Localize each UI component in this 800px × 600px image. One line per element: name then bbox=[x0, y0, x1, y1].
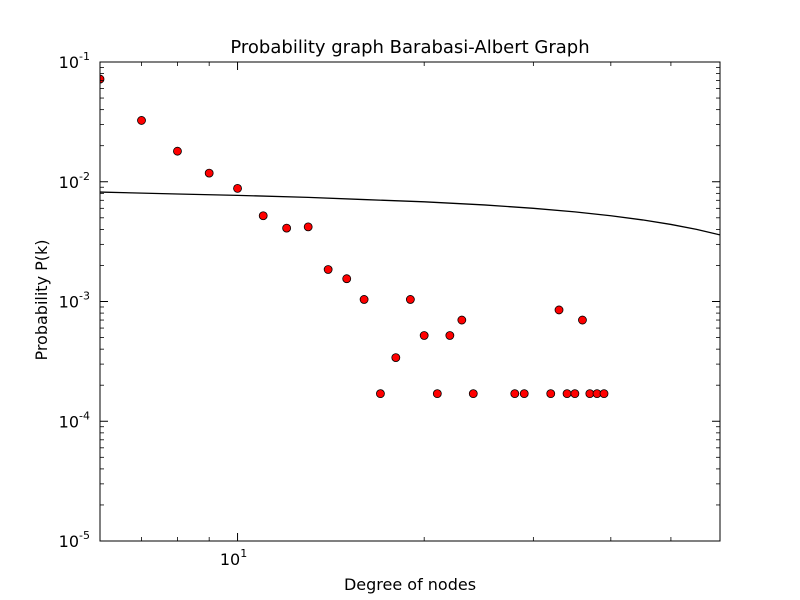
y-tick-label: 10-5 bbox=[59, 529, 90, 551]
data-point bbox=[578, 315, 587, 325]
data-point bbox=[457, 315, 467, 325]
fit-layer bbox=[100, 191, 720, 236]
data-point bbox=[282, 223, 292, 233]
data-point bbox=[204, 168, 214, 178]
data-point bbox=[359, 295, 369, 304]
data-point bbox=[342, 274, 352, 284]
data-point bbox=[137, 116, 146, 125]
data-point bbox=[510, 389, 520, 399]
data-point bbox=[233, 183, 242, 193]
plot-area: 10-1 10-2 10-3 10-4 10-5 101 bbox=[59, 50, 721, 569]
y-tick-label: 10-3 bbox=[59, 290, 90, 312]
data-point bbox=[570, 389, 580, 399]
data-point bbox=[562, 389, 572, 399]
data-point bbox=[100, 74, 105, 84]
chart-title: Probability graph Barabasi-Albert Graph bbox=[230, 37, 589, 58]
data-point bbox=[432, 389, 442, 399]
points-layer bbox=[100, 74, 609, 399]
x-axis-label: Degree of nodes bbox=[344, 575, 476, 594]
data-point bbox=[303, 222, 313, 232]
data-point bbox=[405, 295, 415, 304]
x-tick-label: 101 bbox=[220, 547, 247, 569]
data-point bbox=[419, 331, 429, 340]
data-point bbox=[546, 389, 556, 399]
data-point bbox=[376, 389, 385, 399]
data-point bbox=[258, 211, 268, 221]
data-point bbox=[468, 389, 478, 399]
y-axis-label: Probability P(k) bbox=[32, 239, 51, 360]
data-point bbox=[554, 305, 564, 315]
data-point bbox=[599, 389, 609, 399]
data-point bbox=[391, 353, 401, 363]
data-point bbox=[519, 389, 529, 399]
data-point bbox=[445, 331, 455, 340]
y-tick-label: 10-1 bbox=[59, 50, 90, 72]
data-point bbox=[173, 146, 182, 156]
ticks-layer: 10-1 10-2 10-3 10-4 10-5 101 bbox=[59, 50, 720, 569]
y-tick-label: 10-4 bbox=[59, 409, 90, 431]
y-tick-label: 10-2 bbox=[59, 170, 90, 192]
fit-line bbox=[100, 191, 720, 236]
data-point bbox=[323, 265, 333, 274]
